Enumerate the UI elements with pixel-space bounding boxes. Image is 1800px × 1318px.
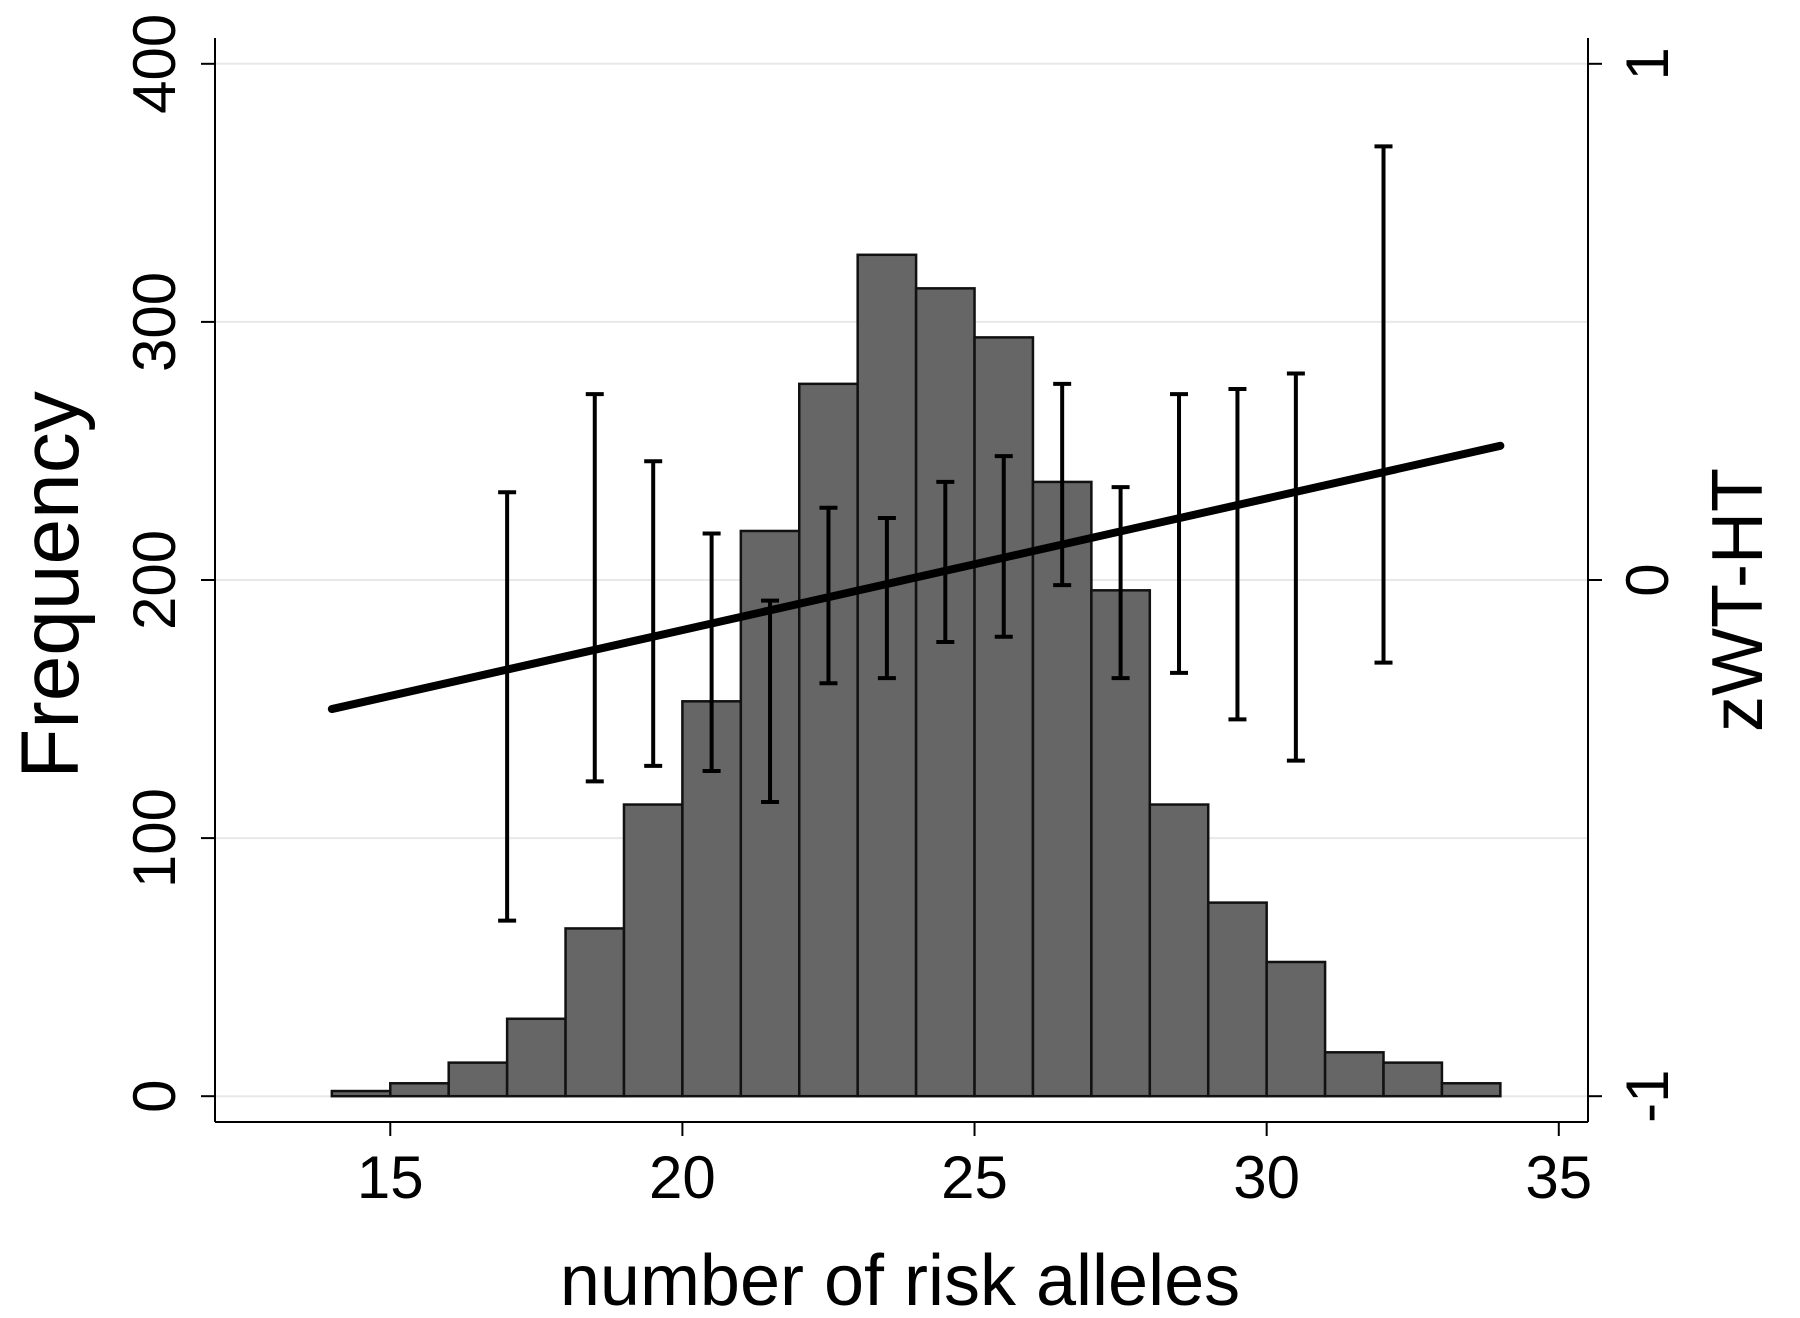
error-bar	[761, 598, 780, 804]
histogram-bar	[914, 287, 976, 1098]
x-tick-label: 15	[357, 1144, 424, 1211]
histogram-bar	[1382, 1061, 1444, 1098]
histogram-bar	[330, 1089, 392, 1098]
error-bar	[994, 454, 1013, 639]
y2-tick-label: 0	[1614, 563, 1681, 596]
histogram-bar	[564, 927, 626, 1098]
error-bar	[644, 459, 663, 768]
histogram-bar	[798, 382, 859, 1098]
x-tick-label: 30	[1233, 1144, 1300, 1211]
error-bar	[498, 490, 517, 923]
error-bar	[702, 531, 721, 773]
error-bar	[1228, 387, 1247, 722]
fit-line-group	[327, 441, 1505, 714]
histogram-bar	[1265, 960, 1327, 1098]
histogram-bar	[389, 1082, 450, 1098]
histogram-bar	[622, 803, 684, 1098]
y2-axis-title: zWT-HT	[1698, 468, 1778, 732]
histogram-bar	[505, 1017, 567, 1098]
y-tick-label: 0	[121, 1080, 188, 1113]
error-bar	[585, 392, 604, 784]
histogram-bar	[1148, 803, 1210, 1098]
x-tick-label: 25	[941, 1144, 1008, 1211]
y-tick-label: 300	[121, 272, 188, 372]
tick-labels: 15 20 25 30 35 0 100 200 300 400 -1 0 1	[121, 14, 1681, 1211]
histogram-bar	[447, 1061, 509, 1098]
error-bar	[877, 516, 896, 681]
x-tick-label: 20	[649, 1144, 716, 1211]
error-bar	[936, 479, 955, 644]
error-bar	[1111, 485, 1130, 681]
y-tick-label: 100	[121, 788, 188, 888]
axes	[201, 38, 1602, 1136]
error-bar	[1170, 392, 1189, 675]
histogram-bar	[973, 336, 1035, 1098]
fit-line	[327, 441, 1505, 714]
y-tick-label: 200	[121, 530, 188, 630]
histogram-bar	[1440, 1082, 1502, 1098]
x-axis-title: number of risk alleles	[560, 1241, 1240, 1318]
x-tick-label: 35	[1525, 1144, 1592, 1211]
y2-tick-label: 1	[1614, 47, 1681, 80]
error-bar	[1286, 371, 1305, 763]
error-bar	[1053, 381, 1072, 588]
error-bar	[1374, 144, 1393, 665]
histogram-bar	[1323, 1051, 1385, 1098]
y-axis-title: Frequency	[5, 391, 96, 778]
histogram-bar	[1206, 901, 1268, 1098]
histogram-bars	[330, 253, 1502, 1098]
y2-tick-label: -1	[1614, 1070, 1681, 1123]
y-tick-label: 400	[121, 14, 188, 114]
error-bars	[498, 144, 1393, 923]
error-bar	[819, 505, 838, 686]
